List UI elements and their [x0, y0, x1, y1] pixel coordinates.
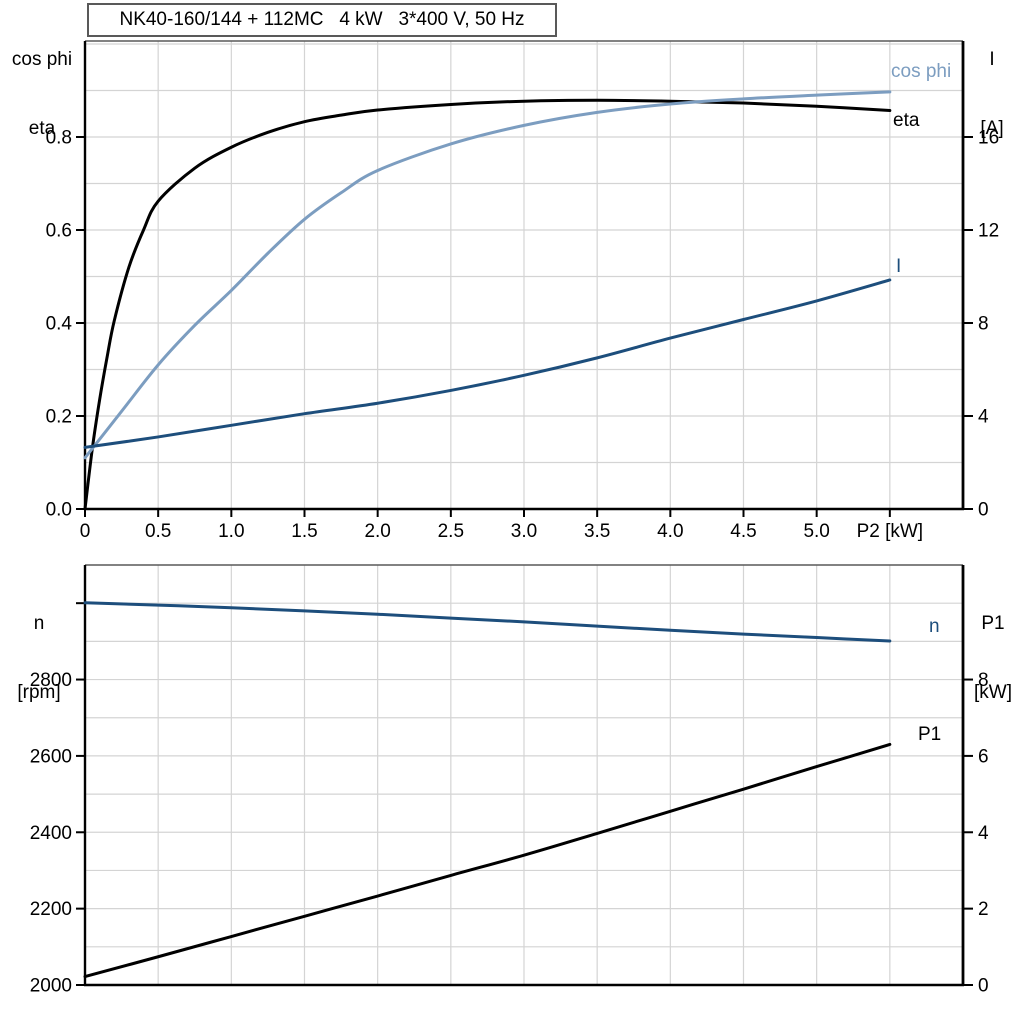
speed-inputpower-chart: 2000 2200 2400 2600 2800 0 2 4 6 8 n P1: [30, 564, 989, 997]
x-axis-tick-label: 4.0: [657, 521, 683, 542]
left-axis-tick-label: 2000: [30, 976, 72, 997]
right-axis-tick-label: 2: [978, 899, 989, 920]
left-axis-tick-label: 2200: [30, 899, 72, 920]
left-axis-tick-label: 2800: [30, 670, 72, 691]
n-curve: [83, 601, 892, 643]
axis-header-current-unit: [A]: [980, 118, 1004, 139]
left-axis-tick-label: 2400: [30, 823, 72, 844]
axis-header-speed-unit: [rpm]: [17, 682, 61, 703]
x-axis-tick-label: 5.0: [803, 521, 829, 542]
x-axis-tick-label: 4.5: [730, 521, 756, 542]
x-axis-tick-label: 1.5: [291, 521, 317, 542]
right-axis-tick-label: 0: [978, 976, 989, 997]
eta-curve: [83, 98, 892, 511]
x-axis-tick-label: 3.5: [584, 521, 610, 542]
efficiency-cosphi-current-chart: 0.0 0.2 0.4 0.6 0.8 0 4 8 12 16 0 0.5 1.0 1.5 2.0 2.5 3.…: [46, 40, 999, 542]
x-axis-tick-label: 3.0: [511, 521, 537, 542]
right-axis-tick-label: 8: [978, 314, 989, 335]
left-axis-tick-label: 0.8: [46, 128, 72, 149]
x-axis-tick-label: 2.0: [364, 521, 390, 542]
p1-curve-label: P1: [918, 724, 941, 745]
i-curve-label: I: [896, 256, 901, 277]
left-axis-tick-label: 0.6: [46, 221, 72, 242]
top-right-axis-header: I [A]: [962, 2, 1022, 163]
x-axis-tick-label: 2.5: [438, 521, 464, 542]
right-axis-tick-label: 4: [978, 823, 989, 844]
axis-header-p1: P1: [981, 613, 1005, 634]
right-axis-tick-label: 6: [978, 746, 989, 767]
chart-title: NK40-160/144 + 112MC 4 kW 3*400 V, 50 Hz: [119, 9, 525, 30]
i-curve: [83, 278, 892, 449]
left-axis-tick-label: 2600: [30, 746, 72, 767]
chart-title-box: NK40-160/144 + 112MC 4 kW 3*400 V, 50 Hz: [87, 3, 557, 37]
top-left-axis-header: cos phi eta: [0, 2, 84, 163]
bottom-left-axis-header: n [rpm]: [5, 566, 73, 727]
x-axis-tick-label: 0.5: [145, 521, 171, 542]
p1-curve: [83, 742, 892, 979]
right-axis-tick-label: 8: [978, 670, 989, 691]
left-axis-tick-label: 0.2: [46, 407, 72, 428]
eta-curve-label: eta: [893, 110, 920, 131]
right-axis-tick-label: 12: [978, 221, 999, 242]
n-curve-label: n: [929, 616, 940, 637]
axis-header-speed: n: [33, 613, 45, 634]
right-axis-tick-label: 0: [978, 500, 989, 521]
right-axis-tick-label: 4: [978, 407, 989, 428]
x-axis-unit-label: P2 [kW]: [857, 521, 924, 542]
left-axis-tick-label: 0.4: [46, 314, 73, 335]
axis-header-p1-unit: [kW]: [974, 682, 1012, 703]
cos-phi-curve-label: cos phi: [891, 61, 951, 82]
axis-header-current: I: [989, 49, 995, 70]
x-axis-tick-label: 0: [80, 521, 91, 542]
bottom-right-axis-header: P1 [kW]: [963, 566, 1023, 727]
axis-header-cos-phi: cos phi: [11, 49, 73, 70]
cos-phi-curve: [83, 90, 892, 460]
right-axis-tick-label: 16: [978, 128, 999, 149]
x-axis-tick-label: 1.0: [218, 521, 244, 542]
left-axis-tick-label: 0.0: [46, 500, 72, 521]
axis-header-eta: eta: [28, 118, 56, 139]
